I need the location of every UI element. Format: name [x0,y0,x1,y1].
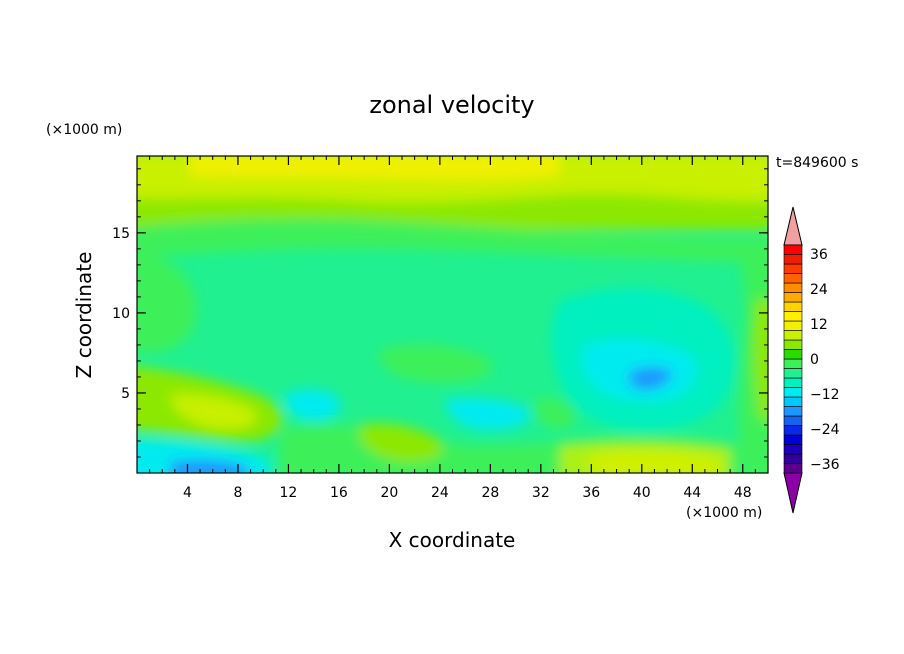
x-axis-label: X coordinate [389,528,516,552]
x-tick-label: 36 [582,485,600,501]
x-tick-label: 8 [233,485,242,501]
colorbar-tick-label: 24 [810,282,828,298]
time-label: t=849600 s [776,155,858,171]
colorbar-box [783,349,803,360]
colorbar-box [783,263,803,274]
cell-cyan-1 [284,388,341,422]
region-right-blue [628,367,672,390]
colorbar-tick-label: −12 [810,387,840,403]
x-axis: 4 8 12 16 20 24 28 32 36 40 44 48 [149,156,756,501]
colorbar-tick-label: −24 [810,422,840,438]
x-tick-label: 40 [633,485,651,501]
cell-cyan-2 [445,397,531,431]
band-top-yellow [190,156,560,180]
colorbar: 36 24 12 0 −12 −24 −36 [783,206,840,514]
colorbar-tick-label: −36 [810,457,840,473]
lobe-left-green [137,251,196,352]
edge-right-lime [753,300,768,420]
patch-bottom-lime [560,441,730,473]
x-tick-label: 16 [330,485,348,501]
colorbar-box [783,377,803,388]
colorbar-arrow-top [783,206,803,246]
colorbar-box [783,339,803,350]
patch-lower-lime [359,423,443,463]
colorbar-box [783,387,803,398]
band-green-mid [137,218,768,262]
colorbar-box [783,282,803,293]
x-tick-label: 20 [380,485,398,501]
colorbar-tick-label: 0 [810,352,819,368]
colorbar-box [783,244,803,255]
colorbar-box [783,330,803,341]
colorbar-box [783,425,803,436]
y-tick-label: 10 [112,306,130,322]
colorbar-box [783,254,803,265]
x-tick-label: 28 [481,485,499,501]
colorbar-box [783,406,803,417]
y-axis-label: Z coordinate [72,252,96,379]
colorbar-tick-label: 12 [810,317,828,333]
colorbar-box [783,415,803,426]
x-tick-label: 48 [734,485,752,501]
cell-green-2 [534,398,575,429]
x-tick-label: 24 [431,485,449,501]
x-tick-label: 12 [280,485,298,501]
y-tick-label: 5 [121,386,130,402]
colorbar-box [783,292,803,303]
colorbar-box [783,453,803,464]
y-unit-label: (×1000 m) [46,122,122,138]
colorbar-box [783,273,803,284]
colorbar-box [783,358,803,369]
x-tick-label: 44 [683,485,701,501]
x-tick-label: 4 [183,485,192,501]
colorbar-arrow-bottom [783,472,803,514]
colorbar-box [783,320,803,331]
colorbar-box [783,434,803,445]
colorbar-box [783,444,803,455]
y-axis: 5 10 15 [112,168,768,458]
colorbar-tick-label: 36 [810,247,828,263]
x-tick-label: 32 [532,485,550,501]
colorbar-box [783,301,803,312]
contour-field [137,156,768,473]
colorbar-box [783,463,803,474]
lobe-left-lime [170,394,257,430]
corner-left-blue [170,460,248,473]
patch-center-green [379,344,492,383]
x-unit-label: (×1000 m) [686,505,762,521]
chart-title: zonal velocity [369,91,534,119]
colorbar-box [783,396,803,407]
y-tick-label: 15 [112,226,130,242]
colorbar-box [783,368,803,379]
colorbar-box [783,311,803,322]
